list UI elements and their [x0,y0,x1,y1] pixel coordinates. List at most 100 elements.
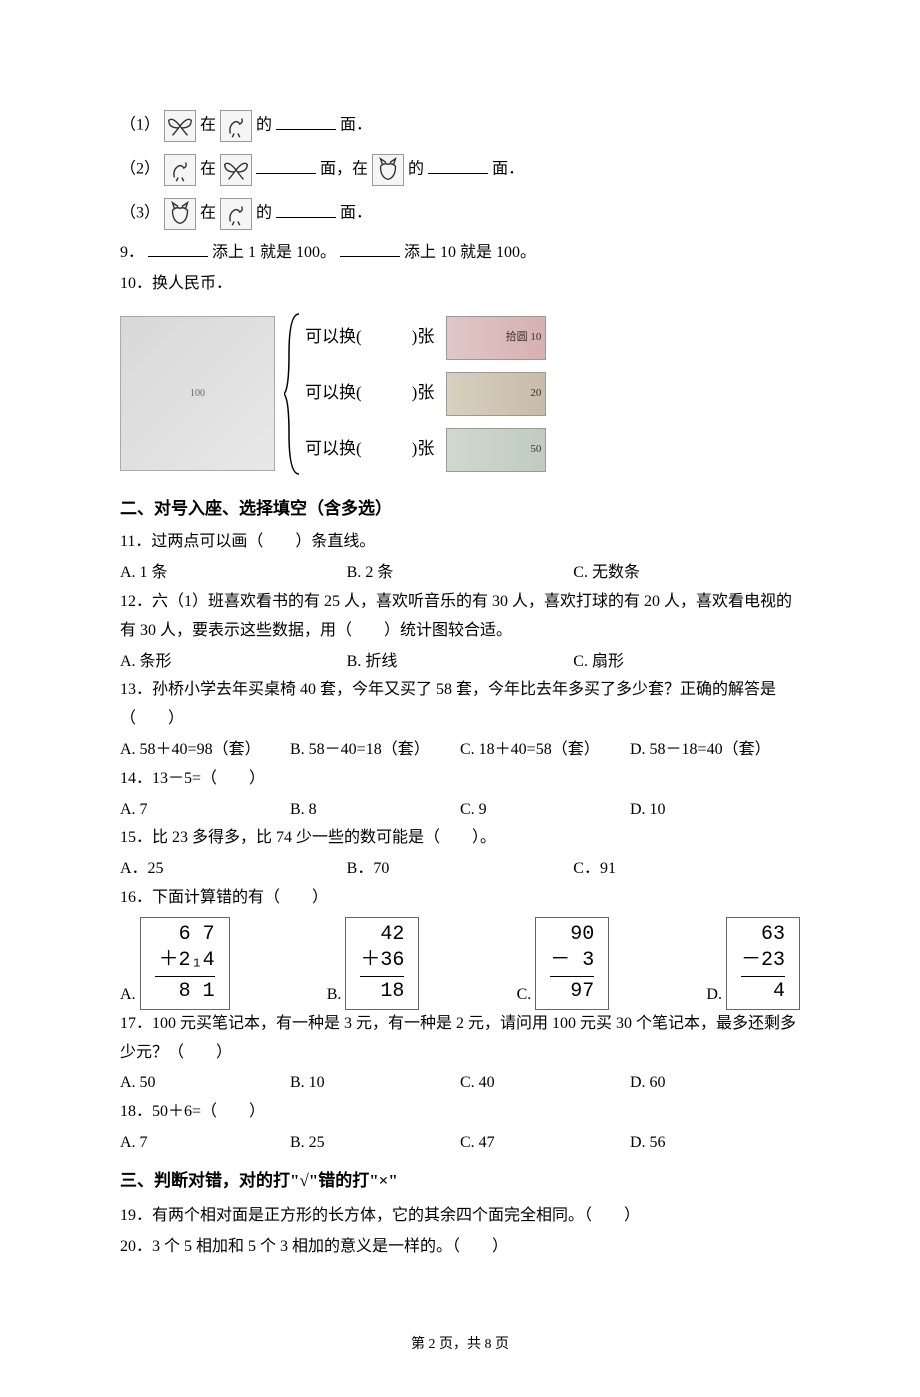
q8-3-prefix: （3） [120,205,160,222]
q20-text: 20．3 个 5 相加和 5 个 3 相加的意义是一样的。（ ） [120,1233,800,1262]
brace-icon [275,309,305,479]
option-label: C. [517,981,532,1010]
twenty-yuan-bill: 20 [446,372,546,416]
calc-line: 18 [360,979,404,1005]
q9-text1: 添上 1 就是 100。 [212,244,336,261]
q14-options: A. 7 B. 8 C. 9 D. 10 [120,796,800,825]
option-label: A. [120,981,136,1010]
q8-part2: （2） 在 面，在 的 面． [120,154,800,186]
q12-options: A. 条形 B. 折线 C. 扇形 [120,648,800,677]
q11-text: 11．过两点可以画（ ）条直线。 [120,528,800,557]
calc-line: ＋2₁4 [155,948,215,974]
option-c[interactable]: C. 18＋40=58（套） [460,736,630,765]
q11-options: A. 1 条 B. 2 条 C. 无数条 [120,559,800,588]
calc-box: 6 7 ＋2₁4 8 1 [140,917,230,1010]
calc-line: 8 1 [155,979,215,1005]
option-a[interactable]: A．25 [120,855,347,884]
calc-rule [741,976,785,977]
butterfly-icon [220,154,252,186]
q8-1-prefix: （1） [120,117,160,134]
blank-input[interactable] [362,323,412,352]
calc-rule [550,976,594,977]
option-c[interactable]: C．91 [573,855,800,884]
option-b[interactable]: B. 2 条 [347,559,574,588]
option-c[interactable]: C. 90 － 3 97 [517,917,610,1010]
option-a[interactable]: A. 58＋40=98（套） [120,736,290,765]
q15-options: A．25 B．70 C．91 [120,855,800,884]
blank-input[interactable] [340,238,400,257]
q8-2-mid3: 的 [408,161,424,178]
bill-label: 20 [530,384,541,404]
rooster-icon [164,154,196,186]
blank-input[interactable] [428,154,488,173]
option-label: D. [706,981,722,1010]
calc-line: 90 [550,922,594,948]
option-a[interactable]: A. 7 [120,1129,290,1158]
option-b[interactable]: B. 折线 [347,648,574,677]
money-row: 可以换( )张 50 [305,422,800,478]
page-footer: 第 2 页，共 8 页 [120,1332,800,1357]
ten-yuan-bill: 拾圆 10 [446,316,546,360]
q9-text2: 添上 10 就是 100。 [404,244,536,261]
q8-2-prefix: （2） [120,161,160,178]
option-b[interactable]: B. 25 [290,1129,460,1158]
calc-line: 4 [741,979,785,1005]
section-3-header: 三、判断对错，对的打"√"错的打"×" [120,1166,800,1197]
blank-input[interactable] [256,154,316,173]
option-a[interactable]: A. 1 条 [120,559,347,588]
option-d[interactable]: D. 63 －23 4 [706,917,800,1010]
money-row-text: 可以换( [305,378,362,409]
blank-input[interactable] [362,379,412,408]
bill-label: 拾圆 10 [506,328,542,348]
option-c[interactable]: C. 47 [460,1129,630,1158]
blank-input[interactable] [276,198,336,217]
option-d[interactable]: D. 60 [630,1069,800,1098]
blank-input[interactable] [148,238,208,257]
butterfly-icon [164,110,196,142]
option-a[interactable]: A. 50 [120,1069,290,1098]
q8-1-mid2: 的 [256,117,272,134]
rooster-icon [220,110,252,142]
q14-text: 14．13－5=（ ） [120,765,800,794]
q8-1-mid1: 在 [200,117,216,134]
q8-part3: （3） 在 的 面． [120,198,800,230]
rooster-icon [220,198,252,230]
option-c[interactable]: C. 无数条 [573,559,800,588]
option-a[interactable]: A. 7 [120,796,290,825]
option-b[interactable]: B. 58－40=18（套） [290,736,460,765]
option-c[interactable]: C. 9 [460,796,630,825]
fifty-yuan-bill: 50 [446,428,546,472]
q8-3-suffix: 面． [340,205,372,222]
q12-text: 12．六（1）班喜欢看书的有 25 人，喜欢听音乐的有 30 人，喜欢打球的有 … [120,588,800,646]
option-c[interactable]: C. 40 [460,1069,630,1098]
calc-line: 97 [550,979,594,1005]
option-c[interactable]: C. 扇形 [573,648,800,677]
money-exchange: 100 可以换( )张 拾圆 10 可以换( )张 20 可以换( )张 50 [120,309,800,479]
calc-rule [360,976,404,977]
calc-line: －23 [741,948,785,974]
q8-1-suffix: 面． [340,117,372,134]
q16-text: 16．下面计算错的有（ ） [120,884,800,913]
option-label: B. [327,981,342,1010]
blank-input[interactable] [362,435,412,464]
q9: 9． 添上 1 就是 100。 添上 10 就是 100。 [120,238,800,268]
option-d[interactable]: D. 56 [630,1129,800,1158]
money-row: 可以换( )张 20 [305,366,800,422]
q8-2-mid1: 在 [200,161,216,178]
money-row: 可以换( )张 拾圆 10 [305,310,800,366]
blank-input[interactable] [276,110,336,129]
option-d[interactable]: D. 10 [630,796,800,825]
option-b[interactable]: B. 8 [290,796,460,825]
option-a[interactable]: A. 条形 [120,648,347,677]
option-a[interactable]: A. 6 7 ＋2₁4 8 1 [120,917,230,1010]
q15-text: 15．比 23 多得多，比 74 少一些的数可能是（ ）。 [120,824,800,853]
option-b[interactable]: B．70 [347,855,574,884]
calc-line: 42 [360,922,404,948]
calc-line: 63 [741,922,785,948]
option-b[interactable]: B. 10 [290,1069,460,1098]
q17-text: 17．100 元买笔记本，有一种是 3 元，有一种是 2 元，请问用 100 元… [120,1010,800,1068]
q18-text: 18．50＋6=（ ） [120,1098,800,1127]
option-d[interactable]: D. 58－18=40（套） [630,736,800,765]
option-b[interactable]: B. 42 ＋36 18 [327,917,420,1010]
money-row-suffix: )张 [412,378,435,409]
